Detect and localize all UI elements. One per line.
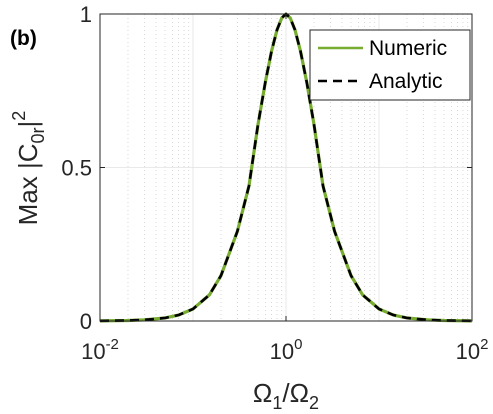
x-tick-label: 10-2 (81, 336, 119, 364)
x-tick-label: 102 (456, 336, 489, 364)
legend-box (309, 29, 471, 101)
legend-label-numeric: Numeric (369, 37, 447, 60)
y-tick-label: 0.5 (61, 156, 92, 181)
panel-label: (b) (10, 27, 37, 50)
legend: Numeric Analytic (309, 29, 471, 101)
y-tick-label: 1 (80, 2, 92, 27)
ticks: 10-2 100 102 0 0.5 1 (61, 2, 488, 364)
y-tick-label: 0 (80, 309, 92, 334)
x-tick-label: 100 (270, 336, 303, 364)
x-axis-label: Ω1/Ω2 (253, 378, 319, 413)
y-axis-label: Max |C0r|2 (9, 111, 48, 226)
legend-label-analytic: Analytic (369, 70, 443, 93)
